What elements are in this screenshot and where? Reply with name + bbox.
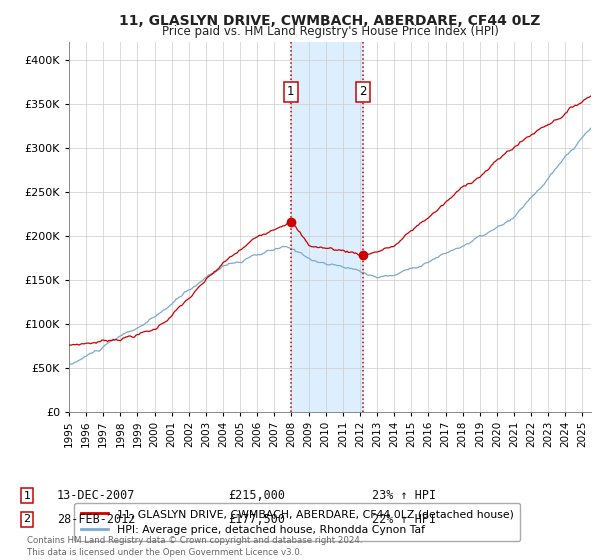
Text: 22% ↑ HPI: 22% ↑ HPI — [372, 512, 436, 526]
Text: 28-FEB-2012: 28-FEB-2012 — [57, 512, 136, 526]
Text: 13-DEC-2007: 13-DEC-2007 — [57, 489, 136, 502]
Text: Contains HM Land Registry data © Crown copyright and database right 2024.
This d: Contains HM Land Registry data © Crown c… — [27, 536, 362, 557]
Legend: 11, GLASLYN DRIVE, CWMBACH, ABERDARE, CF44 0LZ (detached house), HPI: Average pr: 11, GLASLYN DRIVE, CWMBACH, ABERDARE, CF… — [74, 503, 520, 541]
Text: £215,000: £215,000 — [228, 489, 285, 502]
Text: 2: 2 — [359, 85, 367, 99]
Text: Price paid vs. HM Land Registry's House Price Index (HPI): Price paid vs. HM Land Registry's House … — [161, 25, 499, 38]
Text: 1: 1 — [287, 85, 295, 99]
Text: 1: 1 — [23, 491, 31, 501]
Text: 23% ↑ HPI: 23% ↑ HPI — [372, 489, 436, 502]
Text: £177,500: £177,500 — [228, 512, 285, 526]
Bar — [291, 42, 362, 412]
Text: 2: 2 — [23, 514, 31, 524]
Text: 11, GLASLYN DRIVE, CWMBACH, ABERDARE, CF44 0LZ: 11, GLASLYN DRIVE, CWMBACH, ABERDARE, CF… — [119, 14, 541, 28]
